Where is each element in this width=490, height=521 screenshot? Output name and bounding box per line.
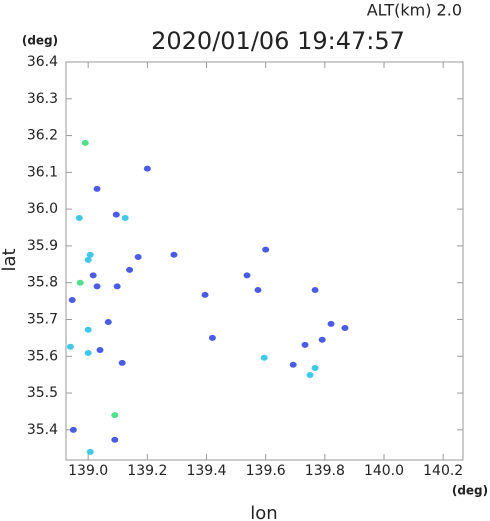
echo-point bbox=[96, 347, 104, 354]
echo-point bbox=[104, 319, 112, 326]
echo-point bbox=[262, 246, 270, 253]
y-tick-label: 36.0 bbox=[27, 201, 58, 217]
echo-point bbox=[69, 426, 77, 433]
echo-point bbox=[170, 251, 178, 258]
y-tick-label: 35.9 bbox=[27, 238, 58, 254]
echo-point bbox=[86, 448, 94, 455]
y-tick-label: 35.8 bbox=[27, 275, 58, 291]
y-tick-label: 36.1 bbox=[27, 164, 58, 180]
echo-point bbox=[243, 272, 251, 279]
x-axis-label: lon bbox=[250, 503, 277, 521]
y-tick-label: 35.6 bbox=[27, 348, 58, 364]
y-tick-label: 35.5 bbox=[27, 385, 58, 401]
echo-point bbox=[81, 139, 89, 146]
echo-point bbox=[327, 320, 335, 327]
y-tick-label: 35.7 bbox=[27, 311, 58, 327]
echo-point bbox=[318, 336, 326, 343]
echo-point bbox=[143, 165, 151, 172]
echo-point bbox=[111, 412, 119, 419]
echo-point bbox=[134, 253, 142, 260]
echo-point bbox=[84, 256, 92, 263]
echo-point bbox=[93, 283, 101, 290]
echo-point bbox=[208, 334, 216, 341]
x-tick-label: 140.0 bbox=[364, 463, 404, 479]
echo-point bbox=[311, 287, 319, 294]
echo-point bbox=[121, 214, 129, 221]
echo-point bbox=[126, 266, 134, 273]
echo-point bbox=[111, 436, 119, 443]
y-tick-label: 36.2 bbox=[27, 128, 58, 144]
x-tick-label: 139.8 bbox=[305, 463, 345, 479]
altitude-label: ALT(km) 2.0 bbox=[367, 1, 462, 20]
echo-point bbox=[76, 279, 84, 286]
echo-point bbox=[113, 283, 121, 290]
y-tick-label: 36.4 bbox=[27, 54, 58, 70]
x-tick-label: 139.2 bbox=[127, 463, 167, 479]
y-tick-label: 35.4 bbox=[27, 422, 58, 438]
echo-point bbox=[260, 354, 268, 361]
echo-point bbox=[86, 251, 94, 258]
y-tick-label: 36.3 bbox=[27, 91, 58, 107]
echo-point bbox=[341, 324, 349, 331]
echo-point bbox=[84, 349, 92, 356]
echo-point bbox=[311, 365, 319, 372]
echo-point bbox=[301, 341, 309, 348]
x-tick-label: 140.2 bbox=[423, 463, 463, 479]
echo-point bbox=[93, 185, 101, 192]
echo-point bbox=[254, 287, 262, 294]
echo-point bbox=[75, 214, 83, 221]
plot-frame bbox=[65, 61, 464, 461]
x-tick-label: 139.6 bbox=[246, 463, 286, 479]
echo-point bbox=[84, 326, 92, 333]
echo-point bbox=[118, 359, 126, 366]
echo-point bbox=[289, 361, 297, 368]
echo-point bbox=[66, 343, 74, 350]
echo-point bbox=[68, 296, 76, 303]
chart-title: 2020/01/06 19:47:57 bbox=[151, 27, 405, 55]
x-unit: (deg) bbox=[452, 484, 488, 498]
echo-point bbox=[201, 291, 209, 298]
x-tick-label: 139.0 bbox=[68, 463, 108, 479]
echo-point bbox=[306, 372, 314, 379]
echo-point bbox=[112, 211, 120, 218]
echo-point bbox=[89, 272, 97, 279]
y-unit: (deg) bbox=[22, 34, 58, 48]
y-axis-label: lat bbox=[0, 248, 20, 271]
x-tick-label: 139.4 bbox=[186, 463, 226, 479]
